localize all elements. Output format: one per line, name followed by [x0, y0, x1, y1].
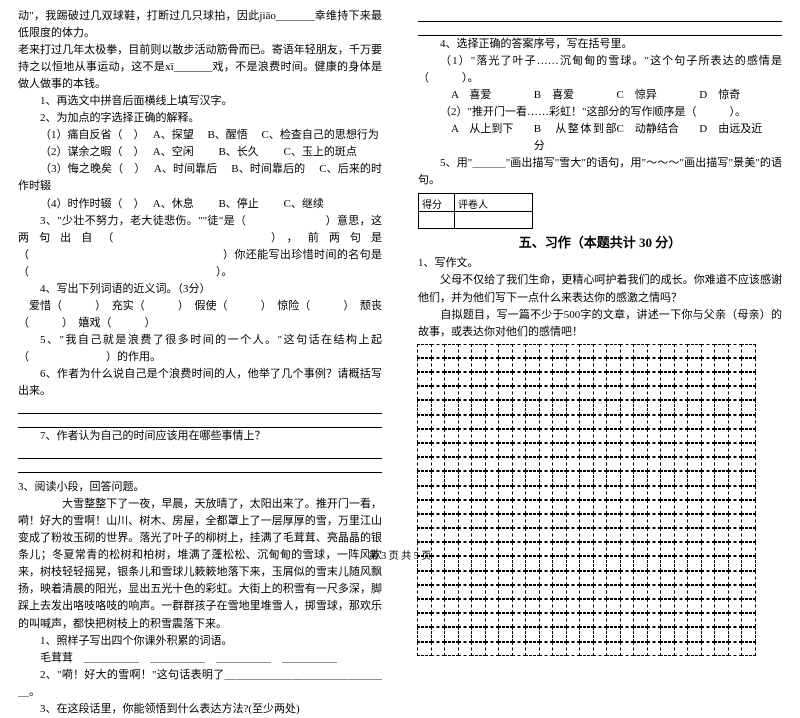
r4-1-opts: A 喜爱 B 喜爱 C 惊异 D 惊奇 — [418, 87, 782, 104]
intro-line-a: 动"，我踢破过几双球鞋，打断过几只球拍，因此jiāo_______幸维持下来最低… — [18, 8, 382, 42]
answer-line — [18, 414, 382, 428]
r5: 5、用"＿＿＿"画出描写"雪大"的语句，用"～～～"画出描写"景美"的语句。 — [418, 155, 782, 189]
q4: 4、写出下列词语的近义词。（3分） — [18, 281, 382, 298]
score-label: 得分 — [419, 194, 455, 211]
opt3-a: A、时间靠后 — [154, 163, 218, 175]
r4: 4、选择正确的答案序号，写在括号里。 — [418, 36, 782, 53]
pq1-ex: 毛茸茸 ＿＿＿＿＿ ＿＿＿＿＿ ＿＿＿＿＿ ＿＿＿＿＿ — [18, 650, 382, 667]
r4-2-opts: A 从上到下 B 从整体到部分 C 动静结合 D 由远及近 — [418, 121, 782, 155]
r4-1-c: C 惊异 — [617, 87, 700, 104]
answer-line — [18, 459, 382, 473]
opt3-b: B、时间靠后的 — [231, 163, 305, 175]
pq2: 2、"嗬！好大的雪啊！"这句话表明了＿＿＿＿＿＿＿＿＿＿＿＿＿＿＿。 — [18, 667, 382, 701]
opt2-b: B、长久 — [218, 146, 258, 158]
writing-grid — [418, 345, 782, 657]
r4-2: （2）"推开门一看……彩虹！"这部分的写作顺序是（ ）。 — [418, 104, 782, 121]
answer-line — [18, 400, 382, 414]
p3: 3、阅读小段，回答问题。 — [18, 479, 382, 496]
r4-2-d: D 由远及近 — [699, 121, 782, 155]
grader-label: 评卷人 — [455, 194, 491, 211]
q7: 7、作者认为自己的时间应该用在哪些事情上？ — [18, 428, 382, 445]
opt3-head: （3）悔之晚矣（ ） — [40, 163, 140, 175]
opt2-a: A、空闲 — [153, 146, 194, 158]
q1: 1、再选文中拼音后面横线上填写汉字。 — [18, 93, 382, 110]
w-body2: 自拟题目，写一篇不少于500字的文章，讲述一下你与父亲（母亲）的故事，或表达你对… — [418, 307, 782, 341]
answer-line — [418, 22, 782, 36]
section-title: 五、习作（本题共计 30 分） — [418, 232, 782, 251]
r4-1-b: B 喜爱 — [534, 87, 617, 104]
passage: 大雪整整下了一夜，早晨，天放晴了，太阳出来了。推开门一看，嗬！好大的雪啊！山川、… — [18, 496, 382, 632]
w-body1: 父母不仅给了我们生命，更精心呵护着我们的成长。你难道不应该感谢他们，并为他们写下… — [418, 272, 782, 306]
r4-2-b: B 从整体到部分 — [534, 121, 617, 155]
r4-1-a: A 喜爱 — [451, 87, 534, 104]
pq3: 3、在这段话里，你能领悟到什么表达方法?(至少两处) — [18, 701, 382, 718]
intro-line-b: 老来打过几年太极拳，目前则以散步活动筋骨而已。寄语年轻朋友，千万要持之以恒地从事… — [18, 42, 382, 93]
score-box: 得分 评卷人 — [418, 193, 533, 229]
r4-2-a: A 从上到下 — [451, 121, 534, 155]
opt2-head: （2）谋余之暇（ ） — [40, 146, 139, 158]
opt2: （2）谋余之暇（ ） A、空闲 B、长久 C、玉上的斑点 — [18, 144, 382, 161]
r4-1: （1）"落光了叶子……沉甸甸的雪球。"这个句子所表达的感情是（ ）。 — [418, 53, 782, 87]
opt1-b: B、醒悟 — [207, 129, 247, 141]
q3: 3、"少壮不努力，老大徒悲伤。""徒"是（ ）意思，这两句出自（ ），前两句是（… — [18, 213, 382, 281]
w1: 1、写作文。 — [418, 255, 782, 272]
opt1-head: （1）痛自反省（ ） — [40, 129, 139, 141]
opt4-b: B、停止 — [218, 198, 258, 210]
answer-line — [418, 8, 782, 22]
opt3: （3）悔之晚矣（ ） A、时间靠后 B、时间靠后的 C、后来的时作时辍 — [18, 161, 382, 195]
q5: 5、"我自己就是浪费了很多时间的一个人。"这句话在结构上起（ ）的作用。 — [18, 332, 382, 366]
pq1: 1、照样子写出四个你课外积累的词语。 — [18, 633, 382, 650]
q6: 6、作者为什么说自己是个浪费时间的人，他举了几个事例？请概括写出来。 — [18, 366, 382, 400]
syn-row: 爱惜（ ） 充实（ ） 假使（ ） 惊险（ ） 颓丧（ ） 嬉戏（ ） — [18, 298, 382, 332]
r4-2-c: C 动静结合 — [617, 121, 700, 155]
left-column: 动"，我踢破过几双球鞋，打断过几只球拍，因此jiāo_______幸维持下来最低… — [0, 0, 400, 540]
q2: 2、为加点的字选择正确的解释。 — [18, 110, 382, 127]
opt4-a: A、休息 — [153, 198, 194, 210]
page-footer: 第 3 页 共 5 页 — [0, 547, 800, 562]
opt4-c: C、继续 — [284, 198, 324, 210]
opt1-a: A、探望 — [153, 129, 194, 141]
r4-1-d: D 惊奇 — [699, 87, 782, 104]
opt2-c: C、玉上的斑点 — [284, 146, 357, 158]
opt1: （1）痛自反省（ ） A、探望 B、醒悟 C、检查自己的思想行为 — [18, 127, 382, 144]
opt1-c: C、检查自己的思想行为 — [262, 129, 379, 141]
opt4: （4）时作时辍（ ） A、休息 B、停止 C、继续 — [18, 196, 382, 213]
opt4-head: （4）时作时辍（ ） — [40, 198, 139, 210]
answer-line — [18, 445, 382, 459]
right-column: 4、选择正确的答案序号，写在括号里。 （1）"落光了叶子……沉甸甸的雪球。"这个… — [400, 0, 800, 540]
